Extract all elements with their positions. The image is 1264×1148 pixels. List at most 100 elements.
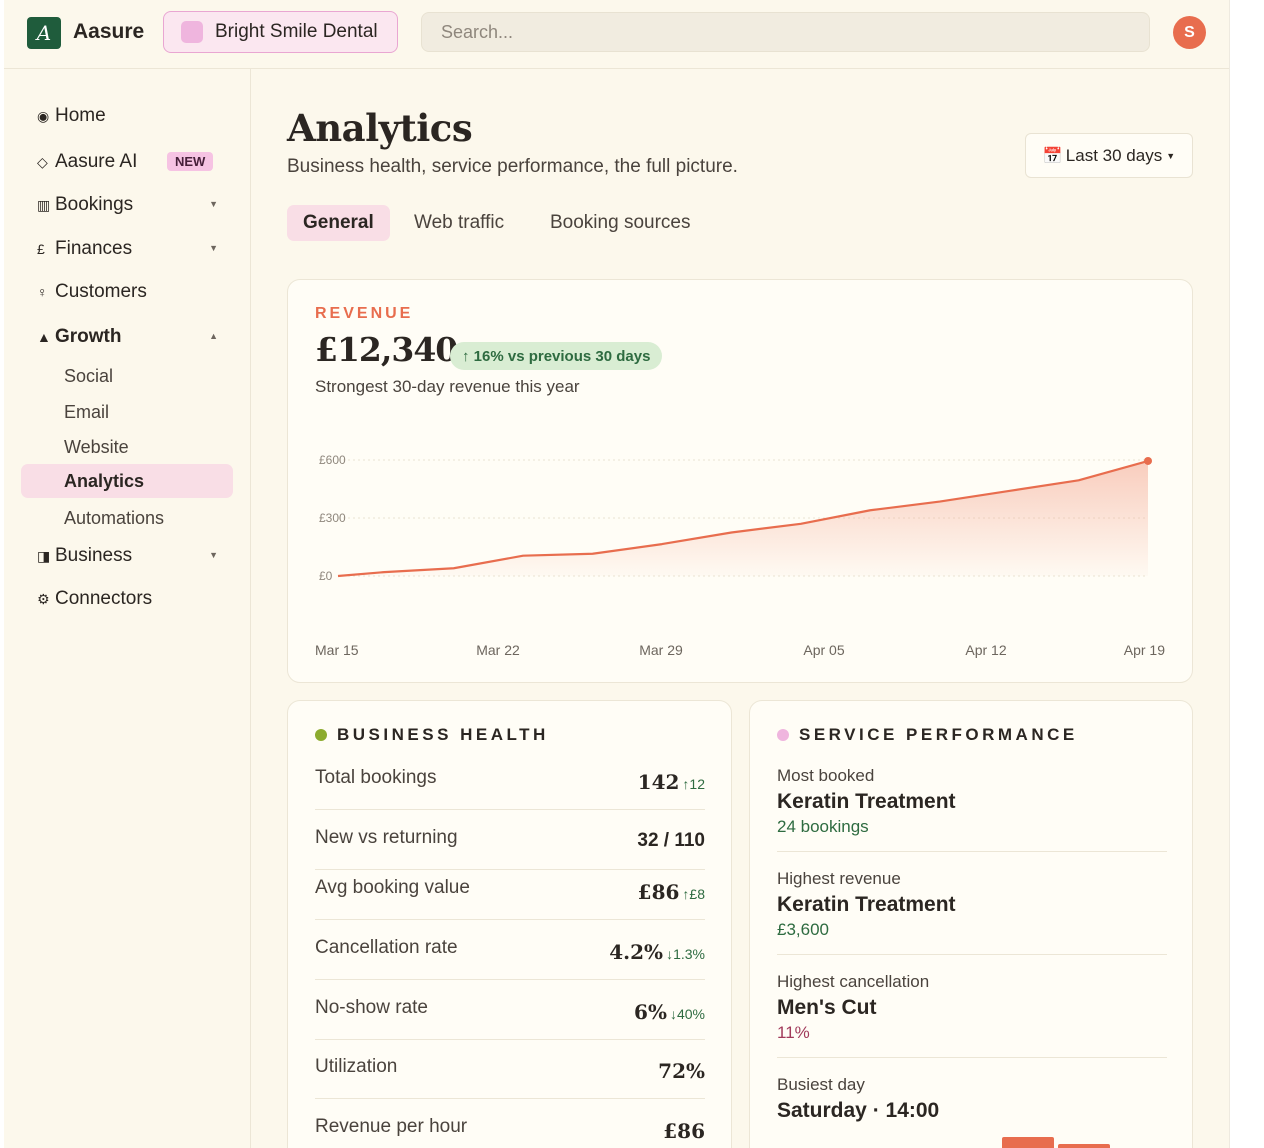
chevron-up-icon[interactable]: ▲ [209,331,218,341]
business-health-card: BUSINESS HEALTH Total bookings 142 ↑12 New … [287,700,732,1148]
business-health-heading: BUSINESS HEALTH [315,725,549,745]
sidebar-item-bookings[interactable]: ▥ Bookings ▼ [37,190,222,220]
date-range-label: Last 30 days [1065,145,1163,165]
x-tick-label: Mar 15 [315,642,359,658]
pound-icon: £ [37,241,45,257]
business-icon: ◨ [37,547,51,564]
metric-row: Avg booking value £86 ↑£8 [315,873,705,933]
sidebar-item-label: Finances [55,238,133,259]
metric-value-group: 6% ↓40% [634,1000,705,1024]
avatar[interactable]: S [1173,16,1206,49]
org-name: Bright Smile Dental [215,21,378,42]
divider [315,1039,705,1040]
metric-delta: ↓40% [669,1006,705,1022]
metric-row: New vs returning 32 / 110 [315,823,705,883]
divider [315,1098,705,1099]
perf-sub: 11% [777,1023,810,1042]
sidebar-subitem-social[interactable]: Social [64,365,114,386]
section-title: BUSINESS HEALTH [337,725,549,744]
perf-value: Keratin Treatment [777,790,956,813]
metric-row: Cancellation rate 4.2% ↓1.3% [315,933,705,993]
sidebar-subitem-automations[interactable]: Automations [64,507,165,528]
revenue-change-badge: ↑ 16% vs previous 30 days [450,342,663,370]
sidebar-item-label: Customers [55,281,147,302]
divider [315,809,705,810]
sidebar-item-finances[interactable]: £ Finances ▼ [37,234,222,264]
highest-cancellation-item: Highest cancellation Men's Cut 11% [777,972,1167,1043]
top-bar: A Aasure Bright Smile Dental S [4,0,1229,69]
sidebar-item-label: Growth [55,326,122,347]
perf-key: Highest revenue [777,869,901,888]
page-subtitle: Business health, service performance, th… [287,156,738,177]
revenue-chart: £0 £300 £600 Mar 15 Mar 22 Mar 29 Apr 05 Apr 12… [315,453,1165,658]
sidebar-subitem-website[interactable]: Website [64,436,129,457]
revenue-note: Strongest 30-day revenue this year [315,377,580,396]
tab-general[interactable]: General [287,205,390,241]
metric-delta: ↑£8 [682,886,705,902]
metric-row: Total bookings 142 ↑12 [315,763,705,823]
sidebar-item-label: Home [55,105,106,126]
chevron-down-icon[interactable]: ▼ [209,199,218,209]
revenue-label: REVENUE [315,305,414,322]
metric-label: Cancellation rate [315,937,458,958]
revenue-area [338,460,1148,576]
divider [777,954,1167,955]
perf-key: Busiest day [777,1075,865,1094]
x-tick-label: Mar 29 [639,642,683,658]
metric-value-group: £86 ↑£8 [638,880,705,904]
metric-value: 6% [634,1000,667,1024]
busiest-day-bar [1002,1137,1054,1148]
home-icon: ◉ [37,107,50,124]
metric-row: Revenue per hour £86 [315,1112,705,1148]
sidebar-item-customers[interactable]: ♀ Customers [37,277,222,307]
calendar-icon: 📅 [1042,147,1063,165]
chevron-down-icon[interactable]: ▼ [209,243,218,253]
sidebar-subitem-analytics[interactable]: Analytics [21,464,233,498]
metric-value: £86 [663,1119,705,1143]
person-icon: ♀ [37,284,48,300]
sidebar-item-aasure-ai[interactable]: ◇ Aasure AI NEW [37,147,222,177]
perf-value: Saturday · 14:00 [777,1099,940,1122]
x-tick-label: Mar 22 [476,642,520,658]
metric-value: 32 / 110 [637,830,705,851]
metric-delta: ↑12 [682,776,705,792]
sidebar-item-home[interactable]: ◉ Home [37,101,222,131]
revenue-line [337,459,1149,578]
sidebar-item-business[interactable]: ◨ Business ▼ [37,541,222,571]
divider [777,1057,1167,1058]
y-tick-label: £0 [319,569,333,583]
busiest-day-item: Busiest day Saturday · 14:00 [777,1075,1167,1123]
y-tick-label: £300 [319,511,346,525]
sidebar-item-label: Bookings [55,194,134,215]
tab-booking-sources[interactable]: Booking sources [550,212,691,233]
section-title: SERVICE PERFORMANCE [799,725,1078,744]
metric-value-group: 32 / 110 [637,830,705,852]
service-performance-card: SERVICE PERFORMANCE Most booked Keratin … [749,700,1193,1148]
metric-value: 142 [637,770,680,794]
sidebar-item-connectors[interactable]: ⚙ Connectors [37,584,222,614]
tab-web-traffic[interactable]: Web traffic [414,212,505,233]
divider [777,851,1167,852]
sidebar-item-label: Connectors [55,588,153,609]
revenue-value: £12,340 [315,330,458,369]
revenue-card: REVENUE £12,340 ↑ 16% vs previous 30 day… [287,279,1193,683]
search-input[interactable] [421,12,1150,52]
bookings-icon: ▥ [37,196,51,213]
y-tick-label: £600 [319,453,346,467]
sidebar-subitem-email[interactable]: Email [64,401,110,422]
sidebar-item-growth[interactable]: ▲ Growth ▲ [37,322,222,352]
metric-row: Utilization 72% [315,1052,705,1112]
metric-label: No-show rate [315,997,428,1018]
date-range-button[interactable]: 📅 Last 30 days ▼ [1025,133,1193,178]
revenue-endpoint [1144,456,1152,465]
chevron-down-icon[interactable]: ▼ [209,550,218,560]
org-switcher[interactable]: Bright Smile Dental [163,11,398,53]
chevron-down-icon: ▼ [1166,150,1176,161]
sidebar-item-label: Aasure AI [55,151,138,172]
metric-value: 4.2% [609,940,664,964]
busiest-day-bar [1058,1144,1110,1148]
metric-value: 72% [658,1059,705,1083]
most-booked-item: Most booked Keratin Treatment 24 booking… [777,766,1167,837]
perf-key: Highest cancellation [777,972,930,991]
logo-icon[interactable]: A [27,17,61,49]
